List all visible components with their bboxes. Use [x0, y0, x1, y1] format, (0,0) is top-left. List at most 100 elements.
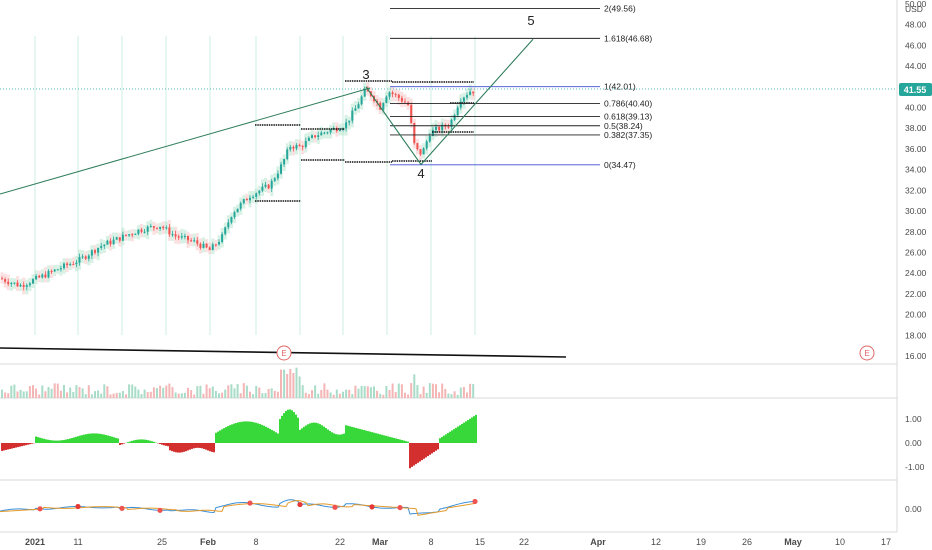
candle-body	[314, 135, 317, 138]
candle-body	[311, 135, 313, 138]
volume-bar	[462, 386, 465, 398]
earnings-marker[interactable]: E	[276, 345, 292, 361]
volume-bar	[307, 394, 310, 398]
price-axis[interactable]: 50.0048.0046.0044.0042.0040.0038.0036.00…	[905, 0, 927, 361]
candle-body	[258, 190, 261, 194]
volume-bar	[252, 394, 255, 398]
candle-body	[59, 268, 62, 270]
volume-bar	[469, 383, 472, 398]
price-tick-label: 38.00	[905, 123, 927, 133]
time-tick-label: May	[784, 537, 802, 547]
oscillator-bar	[13, 443, 15, 449]
volume-bar	[205, 384, 208, 398]
oscillator-bar	[439, 438, 441, 443]
oscillator-bar	[29, 443, 31, 445]
candle-body	[149, 226, 152, 228]
volume-bar	[106, 386, 109, 398]
oscillator-bar	[149, 440, 151, 443]
volume-bar	[35, 388, 38, 398]
oscillator-bar	[293, 412, 295, 443]
oscillator-bar	[23, 443, 25, 446]
volume-bar	[221, 392, 224, 398]
volume-bar	[363, 386, 366, 398]
volume-bar	[38, 394, 41, 398]
oscillator-bar	[257, 423, 259, 443]
volume-bar	[444, 389, 447, 398]
oscillator-bar	[107, 435, 109, 443]
volume-bar	[407, 394, 410, 398]
candle-body	[242, 199, 245, 204]
oscillator-bar	[41, 438, 43, 443]
volume-bar	[379, 393, 382, 398]
oscillator-bar	[243, 421, 245, 443]
oscillator-bar	[423, 443, 425, 459]
fib-label: 0.786(40.40)	[604, 98, 652, 108]
oscillator-bar	[101, 434, 103, 443]
volume-bar	[453, 391, 456, 398]
oscillator-bar	[93, 433, 95, 443]
oscillator-bar	[433, 443, 435, 453]
oscillator-bar	[427, 443, 429, 457]
candle-body	[270, 180, 273, 189]
volume-bar	[174, 392, 177, 398]
oscillator-bar	[175, 443, 177, 453]
earnings-marker-future[interactable]: E	[859, 345, 875, 361]
candle-body	[56, 269, 59, 271]
oscillator-bar	[105, 434, 107, 443]
oscillator-bar	[273, 431, 275, 443]
volume-bar	[416, 384, 419, 398]
candle-body	[224, 227, 227, 235]
oscillator-bar	[315, 422, 317, 443]
volume-bar	[44, 391, 47, 398]
volume-bar	[32, 385, 34, 398]
oscillator-bar	[435, 443, 437, 451]
oscillator-bar	[219, 430, 221, 443]
oscillator-bar	[11, 443, 13, 449]
oscillator-bar	[425, 443, 427, 458]
volume-bar	[283, 369, 286, 398]
time-axis[interactable]: 2021 11 25 Feb 8 22 Mar 8 15 22 Apr 12 19 26 May 10 17	[25, 537, 891, 547]
candle-body	[466, 95, 468, 98]
candle-body	[388, 92, 391, 97]
volume-bar	[90, 394, 93, 398]
oscillator-bar	[299, 429, 301, 443]
candle-body	[354, 108, 357, 111]
oscillator-bar	[353, 427, 355, 443]
oscillator-bar	[271, 429, 273, 443]
volume-bar	[317, 393, 320, 398]
volume-bar	[118, 392, 121, 398]
volume-bar	[78, 387, 81, 398]
volume-bar	[236, 384, 239, 398]
candle-body	[16, 282, 19, 287]
svg-text:E: E	[281, 349, 286, 358]
oscillator-bar	[43, 438, 45, 443]
candle-body	[174, 234, 177, 237]
time-tick-label: 8	[428, 537, 433, 547]
oscillator-bar	[313, 422, 315, 443]
oscillator-bar	[253, 422, 255, 443]
oscillator-bar	[417, 443, 419, 463]
oscillator-bar	[223, 428, 225, 443]
oscillator-bar	[251, 421, 253, 443]
oscillator-bar	[405, 441, 407, 443]
candle-body	[97, 247, 100, 253]
oscillator-bar	[431, 443, 433, 454]
candle-body	[25, 285, 28, 287]
oscillator-bar	[391, 437, 393, 443]
candle-body	[211, 244, 214, 251]
candle-body	[78, 257, 81, 263]
oscillator-bar	[397, 438, 399, 443]
oscillator-bar	[213, 443, 215, 453]
oscillator-bar	[113, 437, 115, 443]
oscillator-bar	[327, 429, 329, 443]
oscillator-bar	[279, 419, 281, 443]
oscillator-bar	[289, 409, 291, 443]
volume-bar	[211, 386, 214, 398]
volume-bar	[218, 393, 220, 398]
oscillator-bar	[199, 443, 201, 448]
volume-bar	[193, 394, 196, 398]
oscillator-bar	[145, 439, 147, 443]
oscillator-bar	[189, 443, 191, 450]
oscillator-bar	[453, 429, 455, 443]
oscillator-bar	[63, 439, 65, 443]
